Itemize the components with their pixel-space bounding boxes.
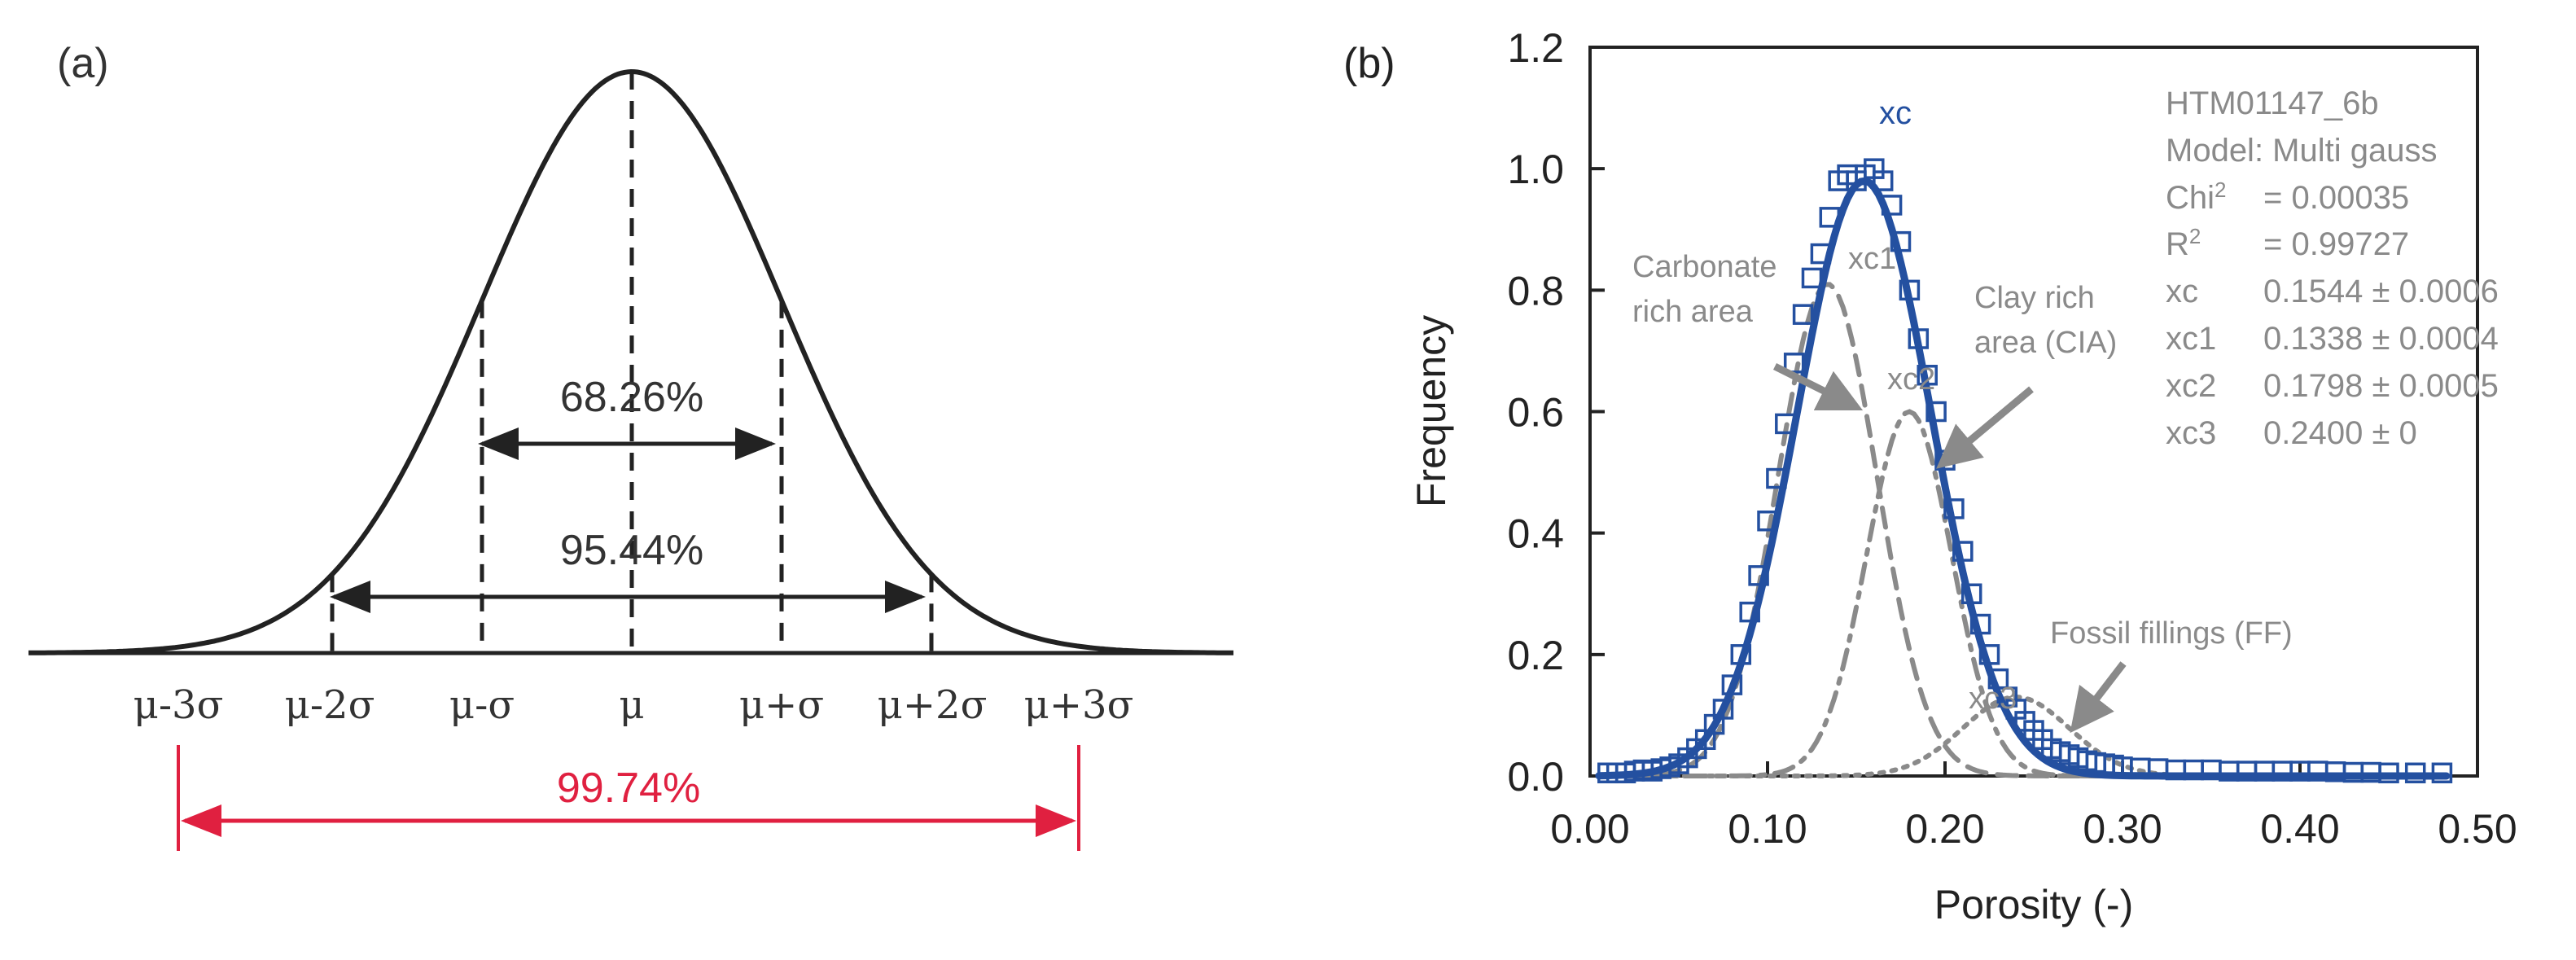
- stats-xc3-label: xc3: [2166, 415, 2216, 451]
- data-point-33: [1890, 230, 1912, 252]
- stats-model: Model: Multi gauss: [2166, 133, 2437, 169]
- data-point-34: [1899, 279, 1921, 301]
- annotation-xc2: xc2: [1887, 362, 1935, 397]
- data-point-25: [1819, 207, 1841, 228]
- data-point-20: [1775, 413, 1796, 435]
- stats-xc1-value: 0.1338 ± 0.0004: [2263, 321, 2499, 357]
- stats-xc1-label: xc1: [2166, 321, 2216, 357]
- data-point-73: [2378, 762, 2399, 784]
- data-point-42: [1969, 613, 1991, 635]
- sigma-label-3: μ: [619, 682, 644, 728]
- stats-r2-label: R2: [2166, 224, 2201, 262]
- data-point-39: [1943, 498, 1965, 519]
- y-tick-label-5: 1.0: [1507, 147, 1564, 192]
- annotation-fossil: Fossil fillings (FF): [2050, 616, 2293, 651]
- data-point-23: [1801, 267, 1823, 289]
- fit-statistics: HTM01147_6b Model: Multi gauss Chi2 = 0.…: [2166, 85, 2499, 451]
- data-point-74: [2404, 762, 2426, 784]
- data-point-16: [1739, 601, 1760, 623]
- sigma-label-6: μ+3σ: [1024, 682, 1134, 728]
- x-tick-label-3: 0.30: [2083, 806, 2162, 852]
- sigma-label-0: μ-3σ: [134, 682, 224, 728]
- stats-xc2-label: xc2: [2166, 368, 2216, 404]
- sigma-labels: μ-3σ μ-2σ μ-σ μ μ+σ μ+2σ μ+3σ: [134, 682, 1134, 728]
- data-point-37: [1925, 401, 1947, 423]
- data-point-15: [1730, 644, 1752, 665]
- range-label-95: 95.44%: [560, 527, 703, 574]
- arrow-clay: [1936, 386, 2034, 469]
- stats-xc3-value: 0.2400 ± 0: [2263, 415, 2417, 451]
- data-point-18: [1757, 511, 1778, 532]
- stats-chi-label: Chi2: [2166, 178, 2227, 216]
- stats-xc2-value: 0.1798 ± 0.0005: [2263, 368, 2499, 404]
- curve-fit-xc-: [1595, 177, 2451, 780]
- annotation-carbonate-line1: Carbonate: [1632, 250, 1776, 284]
- peak-label-xc: xc: [1879, 95, 1912, 131]
- stats-sample: HTM01147_6b: [2166, 85, 2379, 121]
- annotation-xc1: xc1: [1848, 242, 1896, 276]
- x-tick-label-0: 0.00: [1550, 806, 1629, 852]
- y-tick-label-6: 1.2: [1507, 25, 1564, 71]
- y-tick-label-0: 0.0: [1507, 754, 1564, 800]
- data-point-14: [1721, 674, 1743, 695]
- y-tick-label-3: 0.6: [1507, 390, 1564, 436]
- y-axis-title: Frequency: [1408, 315, 1454, 507]
- annotation-carbonate-line2: rich area: [1632, 295, 1754, 329]
- sigma-label-5: μ+2σ: [878, 682, 988, 728]
- panel-b-porosity-fit: (b) 0.00 0.10 0.20 0.30 0.40 0.50 0.0 0.2 0.4 0.6…: [1343, 25, 2517, 927]
- data-point-32: [1881, 195, 1903, 216]
- annotation-clay-line1: Clay rich: [1974, 281, 2095, 315]
- data-point-36: [1917, 365, 1938, 386]
- panel-b-label: (b): [1343, 40, 1395, 87]
- data-point-19: [1766, 467, 1787, 489]
- x-tick-label-2: 0.20: [1905, 806, 1984, 852]
- y-tick-label-4: 0.8: [1507, 268, 1564, 313]
- data-point-22: [1792, 304, 1814, 325]
- x-tick-label-1: 0.10: [1728, 806, 1807, 852]
- data-point-24: [1810, 243, 1832, 265]
- x-tick-label-5: 0.50: [2438, 806, 2517, 852]
- sigma-label-4: μ+σ: [739, 682, 824, 728]
- data-point-40: [1952, 541, 1974, 562]
- sigma-label-1: μ-2σ: [285, 682, 375, 728]
- axes: 0.00 0.10 0.20 0.30 0.40 0.50 0.0 0.2 0.4 0.6 0.8 1…: [1507, 25, 2517, 852]
- stats-xc-value: 0.1544 ± 0.0006: [2263, 274, 2499, 309]
- data-point-31: [1872, 170, 1894, 191]
- panel-a-normal-distribution: (a) μ-3σ μ-2σ μ-σ μ μ+σ μ+2σ μ+3σ 68.26% 95.44…: [28, 40, 1233, 851]
- annotation-clay-line2: area (CIA): [1974, 326, 2117, 360]
- data-point-43: [1978, 644, 2000, 665]
- range-label-99: 99.74%: [557, 765, 700, 812]
- x-axis-title: Porosity (-): [1934, 882, 2133, 927]
- data-point-35: [1908, 328, 1930, 349]
- range-label-68: 68.26%: [560, 374, 703, 421]
- arrow-carbonate: [1772, 362, 1864, 411]
- x-tick-label-4: 0.40: [2260, 806, 2339, 852]
- data-point-17: [1748, 565, 1769, 586]
- arrow-fossil: [2070, 661, 2127, 734]
- stats-r2-value: = 0.99727: [2263, 226, 2409, 262]
- y-tick-label-2: 0.4: [1507, 511, 1564, 557]
- panel-a-label: (a): [57, 40, 109, 87]
- data-point-13: [1712, 699, 1734, 720]
- stats-chi-value: = 0.00035: [2263, 180, 2409, 216]
- data-point-41: [1960, 583, 1982, 604]
- curve-xc2: [1596, 409, 2449, 778]
- annotation-xc3: xc3: [1969, 682, 2017, 716]
- fit-curves: [1595, 177, 2451, 780]
- y-tick-label-1: 0.2: [1507, 633, 1564, 678]
- sigma-label-2: μ-σ: [449, 682, 515, 728]
- data-point-75: [2431, 762, 2453, 784]
- stats-xc-label: xc: [2166, 274, 2198, 309]
